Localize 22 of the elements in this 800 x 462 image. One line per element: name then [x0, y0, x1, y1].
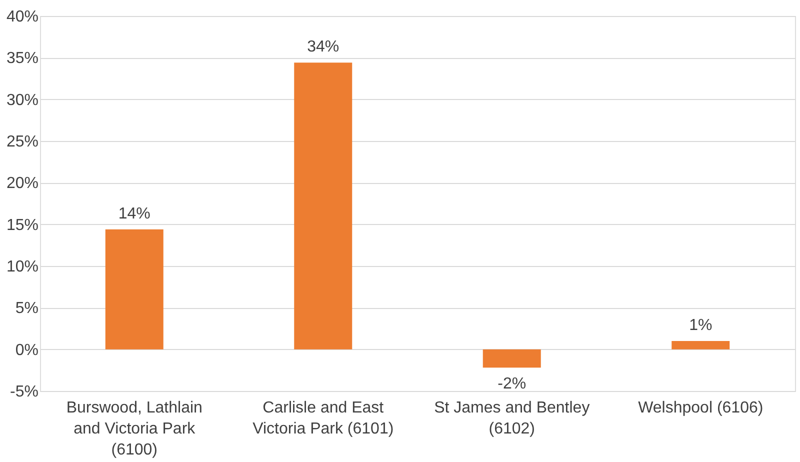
y-tick-label: 35% [6, 50, 38, 68]
bar [672, 341, 730, 350]
data-label: 14% [118, 205, 150, 222]
bar [482, 349, 541, 368]
y-tick-label: 0% [15, 342, 38, 359]
data-label: -2% [498, 376, 526, 393]
y-tick-label: 25% [6, 134, 38, 150]
y-tick-label: 40% [6, 8, 38, 26]
x-tick-label: Welshpool (6106) [638, 400, 764, 416]
data-label: 34% [307, 38, 340, 56]
x-tick-label: Carlisle and East Victoria Park (6101) [252, 400, 394, 438]
data-label: 1% [689, 317, 712, 334]
y-tick-label: 10% [6, 258, 38, 276]
y-tick-label: 5% [15, 300, 38, 318]
y-tick-label: 20% [6, 175, 38, 192]
bar [294, 62, 352, 350]
y-tick-label: 15% [6, 216, 38, 234]
x-tick-label: St James and Bentley (6102) [434, 400, 590, 438]
x-tick-label: Burswood, Lathlain and Victoria Park (6100) [66, 400, 202, 458]
y-tick-label: -5% [10, 384, 38, 400]
y-tick-label: 30% [6, 92, 38, 109]
bar [105, 229, 164, 350]
